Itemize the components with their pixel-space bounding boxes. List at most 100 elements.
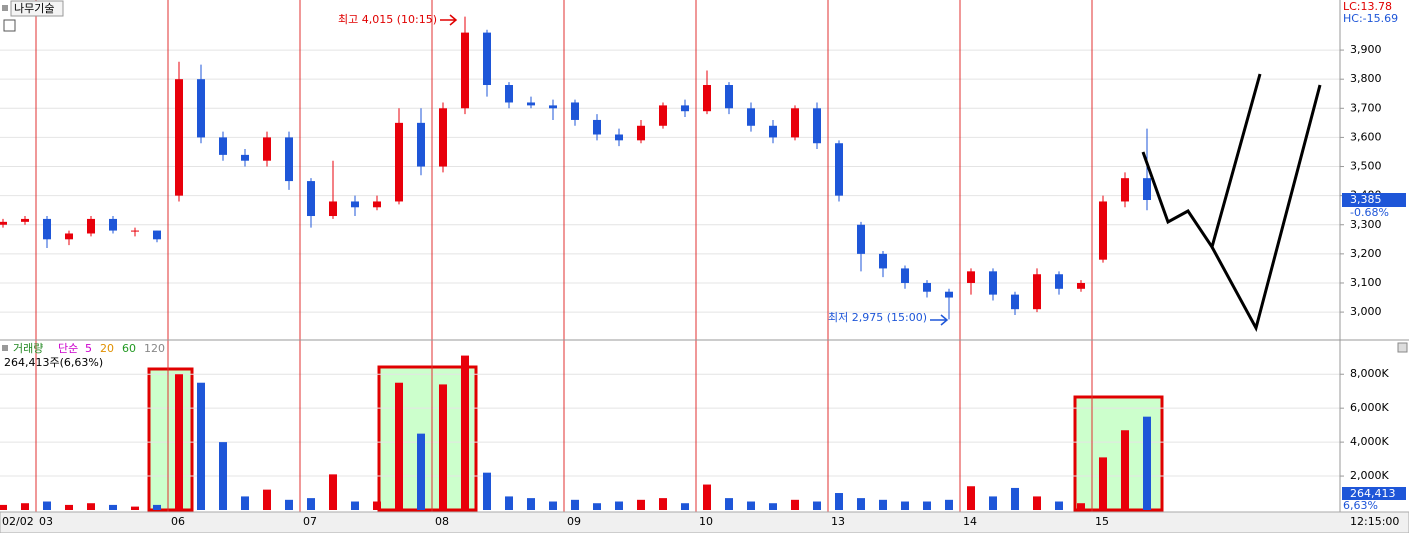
y-tick-label: 3,000 — [1350, 305, 1382, 318]
volume-bar — [1121, 430, 1129, 510]
volume-bar — [1055, 501, 1063, 510]
volume-bar — [373, 501, 381, 510]
candle-body — [725, 85, 733, 109]
close-icon — [1397, 342, 1408, 353]
candle-body — [527, 102, 535, 106]
volume-bar — [703, 484, 711, 510]
x-tick-label: 10 — [699, 515, 713, 528]
candle-body — [175, 79, 183, 196]
volume-bar — [505, 496, 513, 510]
volume-bar — [637, 499, 645, 510]
candle-body — [1077, 282, 1085, 289]
candle-body — [747, 108, 755, 126]
volume-bar — [835, 493, 843, 510]
volume-bar — [659, 498, 667, 510]
candle-body — [1055, 274, 1063, 289]
drawing-line — [1141, 73, 1262, 251]
plot — [0, 0, 1340, 512]
volume-bar — [329, 474, 337, 510]
volume-bar — [87, 503, 95, 510]
volume-bar — [307, 498, 315, 510]
candle-body — [1011, 294, 1019, 310]
candle-body — [1143, 178, 1151, 201]
candle-body — [329, 201, 337, 217]
annotation-arrow — [440, 14, 458, 26]
candle-body — [923, 282, 931, 292]
y-tick-label: 4,000K — [1350, 435, 1389, 448]
volume-bar — [769, 503, 777, 510]
volume-bar — [1011, 487, 1019, 510]
annotation-arrow — [930, 314, 949, 326]
volume-bar — [681, 503, 689, 510]
hc-label: HC:-15.69 — [1343, 12, 1398, 25]
last-volume-box — [1342, 487, 1406, 500]
candle-body — [637, 125, 645, 141]
candle-body — [615, 134, 623, 141]
candle-body — [945, 291, 953, 298]
candle-body — [791, 108, 799, 138]
overlay: 최고 4,015 (10:15) 최저 2,975 (15:00) 3,385 … — [338, 13, 1406, 512]
candle-body — [109, 218, 117, 231]
icon — [2, 345, 8, 351]
volume-bar — [197, 382, 205, 510]
candle-body — [43, 218, 51, 240]
volume-bar — [857, 498, 865, 510]
x-axis-strip — [0, 511, 1409, 533]
volume-bar — [395, 382, 403, 510]
y-tick-label: 2,000K — [1350, 469, 1389, 482]
volume-bar — [879, 499, 887, 510]
last-change: -0.68% — [1350, 206, 1389, 219]
candle-body — [153, 230, 161, 240]
title-box — [10, 0, 64, 17]
volume-bar — [967, 486, 975, 510]
volume-title: 거래량 — [13, 342, 43, 355]
candle-body — [241, 154, 249, 161]
candle-body — [21, 218, 29, 222]
candle-body — [659, 105, 667, 126]
candle-body — [835, 143, 843, 196]
y-tick-label: 3,200 — [1350, 247, 1382, 260]
candle-body — [571, 102, 579, 120]
ma-legend-entry: 5 — [85, 342, 92, 355]
ma-label: 단순 — [58, 342, 78, 355]
candle-body — [263, 137, 271, 161]
x-tick-label: 02/02 — [2, 515, 34, 528]
volume-bar — [571, 499, 579, 510]
x-tick-label: 15 — [1095, 515, 1109, 528]
candle-body — [989, 271, 997, 295]
volume-bar — [813, 501, 821, 510]
x-tick-label: 07 — [303, 515, 317, 528]
volume-bar — [241, 496, 249, 510]
y-tick-label: 8,000K — [1350, 367, 1389, 380]
volume-bar — [219, 442, 227, 510]
candle-body — [879, 253, 887, 269]
candle-body — [769, 125, 777, 138]
volume-bar — [417, 433, 425, 510]
table-icon — [3, 19, 16, 32]
volume-bar — [285, 499, 293, 510]
candle-body — [1099, 201, 1107, 260]
candle-body — [0, 221, 7, 225]
volume-bar — [263, 489, 271, 510]
volume-bar — [1033, 496, 1041, 510]
volume-bar — [945, 499, 953, 510]
ma-legend-entry: 60 — [122, 342, 136, 355]
volume-bar — [153, 504, 161, 510]
candle-body — [593, 119, 601, 135]
candle-body — [373, 201, 381, 208]
candle-body — [703, 85, 711, 112]
candle-body — [967, 271, 975, 283]
volume-bar — [0, 504, 7, 510]
volume-bar — [549, 501, 557, 510]
candle-body — [461, 32, 469, 109]
volume-bar — [901, 501, 909, 510]
x-tick-label: 03 — [39, 515, 53, 528]
lc-label: LC:13.78 — [1343, 0, 1392, 13]
last-ratio: 6,63% — [1343, 499, 1378, 512]
candle-body — [1121, 178, 1129, 202]
chart-title: 나무기술 — [14, 2, 54, 15]
volume-bar — [65, 504, 73, 510]
candle-body — [197, 79, 205, 138]
